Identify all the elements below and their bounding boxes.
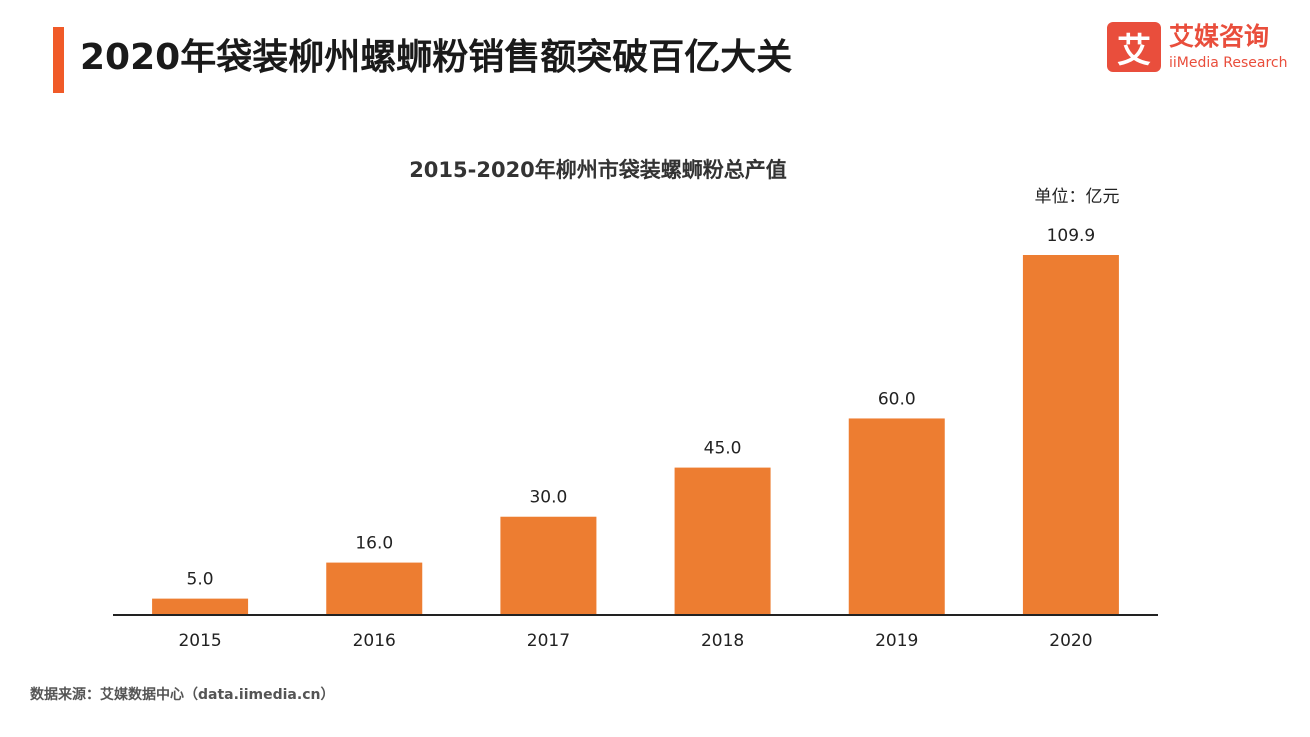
title-accent-bar — [53, 27, 64, 93]
data-source-note: 数据来源：艾媒数据中心（data.iimedia.cn） — [30, 687, 335, 703]
x-tick-label-2017: 2017 — [527, 631, 570, 651]
bar-2020 — [1022, 255, 1119, 615]
bar-2019 — [848, 418, 945, 615]
page-title: 2020年袋装柳州螺蛳粉销售额突破百亿大关 — [80, 37, 793, 78]
x-tick-label-2015: 2015 — [178, 631, 221, 651]
x-tick-label-2016: 2016 — [353, 631, 396, 651]
value-label-2017: 30.0 — [529, 488, 567, 508]
value-label-2020: 109.9 — [1047, 226, 1096, 246]
x-tick-label-2019: 2019 — [875, 631, 918, 651]
bar-2016 — [326, 562, 423, 615]
logo-name-en: iiMedia Research — [1169, 55, 1288, 71]
value-label-2015: 5.0 — [187, 570, 214, 590]
chart-title: 2015-2020年柳州市袋装螺蛳粉总产值 — [409, 158, 787, 182]
logo-name-cn: 艾媒咨询 — [1169, 22, 1270, 51]
bar-2018 — [674, 467, 771, 615]
value-label-2018: 45.0 — [704, 439, 742, 459]
x-tick-label-2018: 2018 — [701, 631, 744, 651]
bar-2017 — [500, 516, 597, 615]
value-label-2016: 16.0 — [355, 534, 393, 554]
brand-logo: 艾 艾媒咨询 iiMedia Research — [1107, 22, 1297, 76]
logo-icon: 艾 — [1107, 22, 1161, 72]
value-label-2019: 60.0 — [878, 389, 916, 409]
unit-label: 单位：亿元 — [1035, 187, 1120, 207]
bar-2015 — [152, 598, 249, 615]
x-tick-label-2020: 2020 — [1049, 631, 1092, 651]
